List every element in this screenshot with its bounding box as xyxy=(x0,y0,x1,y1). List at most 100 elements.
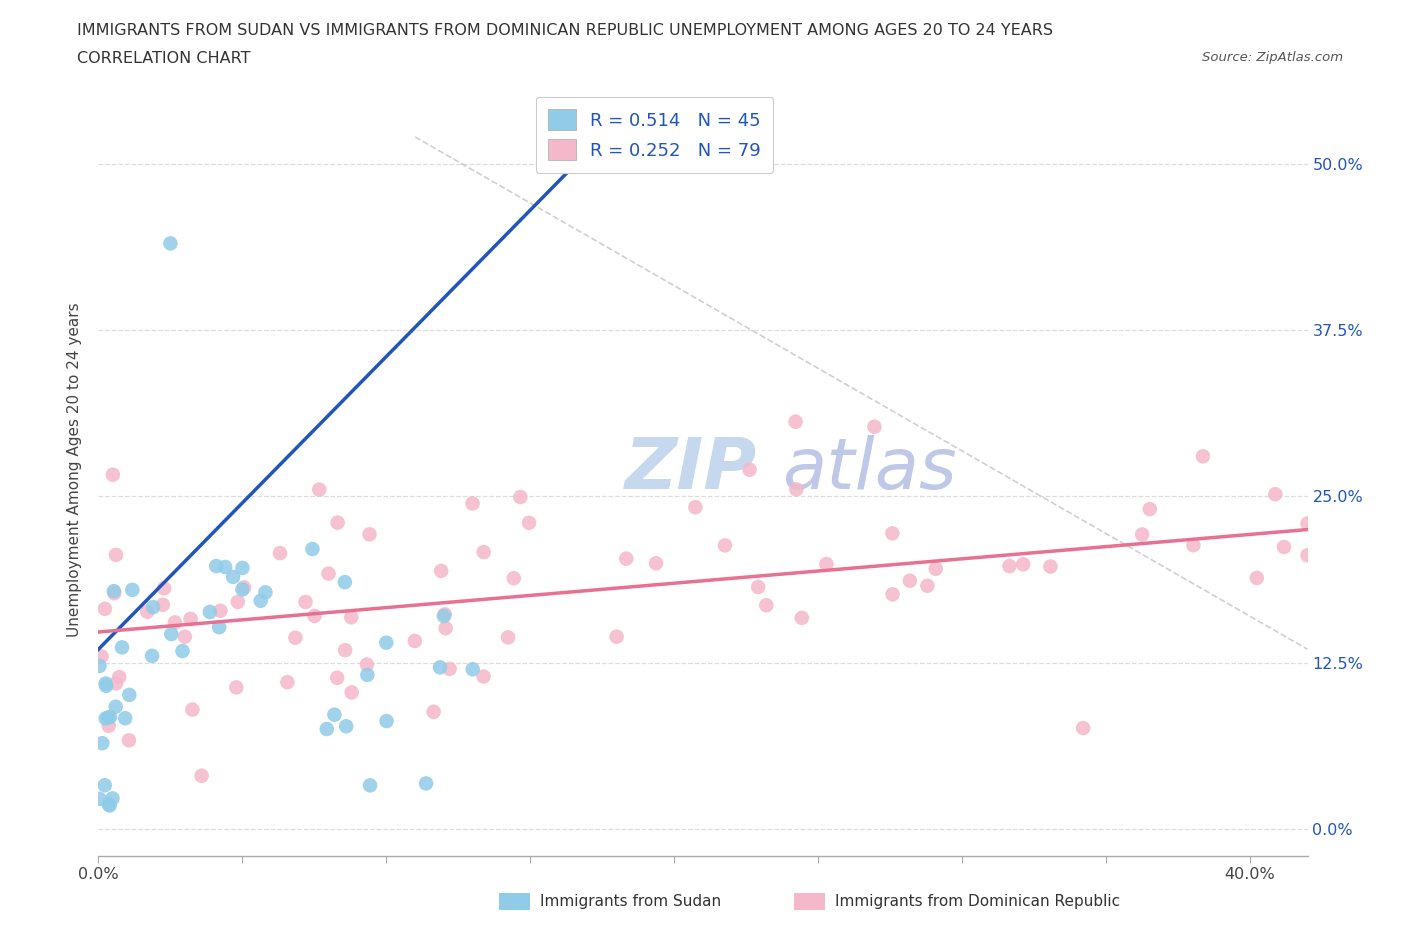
Point xyxy=(89,791,111,806)
Text: atlas: atlas xyxy=(782,435,956,504)
Point xyxy=(231,582,253,597)
Point xyxy=(180,611,202,626)
Point xyxy=(198,604,221,619)
Point xyxy=(422,704,444,719)
Point xyxy=(785,414,807,429)
Text: Source: ZipAtlas.com: Source: ZipAtlas.com xyxy=(1202,51,1343,64)
Point xyxy=(439,661,461,676)
Point xyxy=(142,600,165,615)
Point xyxy=(94,676,117,691)
Point xyxy=(1039,559,1062,574)
Point xyxy=(315,722,337,737)
Y-axis label: Unemployment Among Ages 20 to 24 years: Unemployment Among Ages 20 to 24 years xyxy=(67,302,83,637)
Point xyxy=(97,718,120,733)
Point xyxy=(172,644,194,658)
Point xyxy=(882,525,904,540)
Point xyxy=(225,680,247,695)
Text: ZIP: ZIP xyxy=(624,435,756,504)
Point xyxy=(173,630,195,644)
Point xyxy=(93,777,115,792)
Point xyxy=(1182,538,1205,552)
Point xyxy=(326,515,349,530)
Point xyxy=(335,719,357,734)
Point xyxy=(375,635,398,650)
Point xyxy=(118,687,141,702)
Text: CORRELATION CHART: CORRELATION CHART xyxy=(77,51,250,66)
Text: Immigrants from Sudan: Immigrants from Sudan xyxy=(540,894,721,909)
Point xyxy=(1192,449,1215,464)
Point xyxy=(1139,501,1161,516)
Point xyxy=(917,578,939,593)
Point xyxy=(214,560,236,575)
Point xyxy=(94,602,117,617)
Legend: R = 0.514   N = 45, R = 0.252   N = 79: R = 0.514 N = 45, R = 0.252 N = 79 xyxy=(536,97,773,173)
Point xyxy=(101,467,124,482)
Point xyxy=(815,557,838,572)
Point xyxy=(356,668,378,683)
Point xyxy=(1264,486,1286,501)
Point xyxy=(606,630,628,644)
Point xyxy=(254,585,277,600)
Point xyxy=(284,631,307,645)
Point xyxy=(509,489,531,504)
Text: Immigrants from Dominican Republic: Immigrants from Dominican Republic xyxy=(835,894,1121,909)
Point xyxy=(645,556,668,571)
Point xyxy=(104,548,127,563)
Point xyxy=(91,736,114,751)
Point xyxy=(714,538,737,552)
Point xyxy=(101,791,124,806)
Point xyxy=(308,482,330,497)
Point xyxy=(863,419,886,434)
Point xyxy=(433,607,456,622)
Point xyxy=(118,733,141,748)
Point xyxy=(882,587,904,602)
Point xyxy=(114,711,136,725)
Point xyxy=(103,584,125,599)
Point xyxy=(90,649,112,664)
Point xyxy=(103,586,125,601)
Point xyxy=(276,675,298,690)
Point xyxy=(755,598,778,613)
Point xyxy=(97,710,120,724)
Point xyxy=(461,496,484,511)
Point xyxy=(301,541,323,556)
Point xyxy=(208,619,231,634)
Point xyxy=(340,685,363,700)
Point xyxy=(163,615,186,630)
Point xyxy=(323,707,346,722)
Point xyxy=(1296,516,1319,531)
Point xyxy=(269,546,291,561)
Point xyxy=(434,620,457,635)
Point xyxy=(98,710,121,724)
Point xyxy=(333,643,356,658)
Point xyxy=(222,569,245,584)
Point xyxy=(97,797,120,812)
Point xyxy=(231,561,253,576)
Text: IMMIGRANTS FROM SUDAN VS IMMIGRANTS FROM DOMINICAN REPUBLIC UNEMPLOYMENT AMONG A: IMMIGRANTS FROM SUDAN VS IMMIGRANTS FROM… xyxy=(77,23,1053,38)
Point xyxy=(333,575,356,590)
Point xyxy=(359,527,381,542)
Point xyxy=(502,571,524,586)
Point xyxy=(111,640,134,655)
Point xyxy=(1296,548,1319,563)
Point xyxy=(136,604,159,619)
Point xyxy=(294,594,316,609)
Point xyxy=(108,670,131,684)
Point xyxy=(160,627,183,642)
Point xyxy=(461,662,484,677)
Point xyxy=(415,776,437,790)
Point xyxy=(190,768,212,783)
Point xyxy=(141,648,163,663)
Point xyxy=(121,582,143,597)
Point xyxy=(404,633,426,648)
Point xyxy=(209,604,232,618)
Point xyxy=(153,581,176,596)
Point xyxy=(1246,570,1268,585)
Point xyxy=(738,462,761,477)
Point xyxy=(790,610,813,625)
Point xyxy=(472,545,495,560)
Point xyxy=(159,236,181,251)
Point xyxy=(318,566,340,581)
Point xyxy=(249,593,271,608)
Point xyxy=(430,564,453,578)
